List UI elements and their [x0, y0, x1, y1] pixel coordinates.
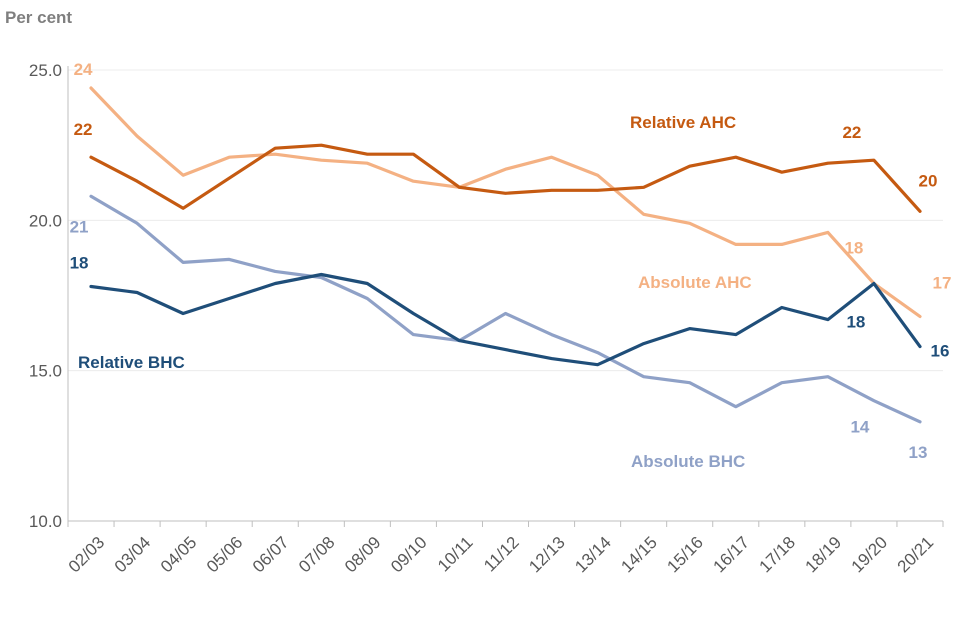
- series-label-relative-ahc: Relative AHC: [630, 113, 736, 132]
- x-tick-label: 20/21: [894, 533, 938, 577]
- series-label-absolute-bhc: Absolute BHC: [631, 452, 745, 471]
- x-tick-label: 10/11: [434, 533, 477, 576]
- series-line-relative-ahc: [89, 143, 922, 213]
- data-label: 13: [909, 443, 928, 462]
- data-label: 20: [919, 171, 938, 190]
- axes: [67, 66, 944, 527]
- data-label: 18: [846, 312, 865, 331]
- x-tick-label: 08/09: [341, 533, 385, 577]
- x-tick-label: 11/12: [480, 533, 523, 576]
- y-tick-label: 15.0: [29, 362, 62, 381]
- data-label: 16: [931, 342, 950, 361]
- x-tick-label: 12/13: [525, 533, 569, 577]
- series-labels: Relative AHC Absolute AHC Relative BHC Abso…: [78, 113, 752, 471]
- data-label: 18: [844, 238, 863, 257]
- data-label: 14: [850, 418, 869, 437]
- x-tick-label: 17/18: [756, 533, 800, 577]
- data-label: 18: [70, 253, 89, 272]
- x-tick-label: 14/15: [617, 533, 661, 577]
- x-tick-label: 06/07: [249, 533, 293, 577]
- series-lines: [89, 86, 922, 424]
- series-line-absolute-ahc: [89, 86, 922, 319]
- x-tick-label: 02/03: [65, 533, 109, 577]
- series-line-relative-bhc: [89, 272, 922, 367]
- x-tick-label: 19/20: [848, 533, 892, 577]
- y-tick-label: 25.0: [29, 61, 62, 80]
- x-tick-label: 18/19: [802, 533, 846, 577]
- data-label: 22: [74, 120, 93, 139]
- x-axis-ticks: 02/03 03/04 04/05 05/06 06/07 07/08 08/09 09/10…: [65, 533, 937, 577]
- data-label: 24: [74, 60, 93, 79]
- gridlines: [68, 69, 943, 372]
- data-label: 22: [842, 123, 861, 142]
- y-tick-label: 10.0: [29, 512, 62, 531]
- data-label: 21: [70, 217, 89, 236]
- series-label-relative-bhc: Relative BHC: [78, 353, 185, 372]
- y-axis-ticks: 10.0 15.0 20.0 25.0: [29, 61, 62, 531]
- x-tick-label: 16/17: [709, 533, 753, 577]
- y-tick-label: 20.0: [29, 211, 62, 230]
- series-label-absolute-ahc: Absolute AHC: [638, 273, 752, 292]
- x-tick-label: 05/06: [203, 533, 247, 577]
- x-tick-label: 13/14: [571, 533, 615, 577]
- x-tick-label: 07/08: [295, 533, 339, 577]
- data-labels: 22 22 20 24 18 17 18 18 16 21 14 13: [70, 60, 952, 462]
- series-line-absolute-bhc: [89, 194, 922, 424]
- x-tick-label: 09/10: [387, 533, 431, 577]
- y-axis-label: Per cent: [5, 8, 72, 27]
- data-label: 17: [933, 274, 952, 293]
- x-tick-label: 03/04: [111, 533, 155, 577]
- x-tick-label: 15/16: [663, 533, 707, 577]
- x-tick-label: 04/05: [157, 533, 201, 577]
